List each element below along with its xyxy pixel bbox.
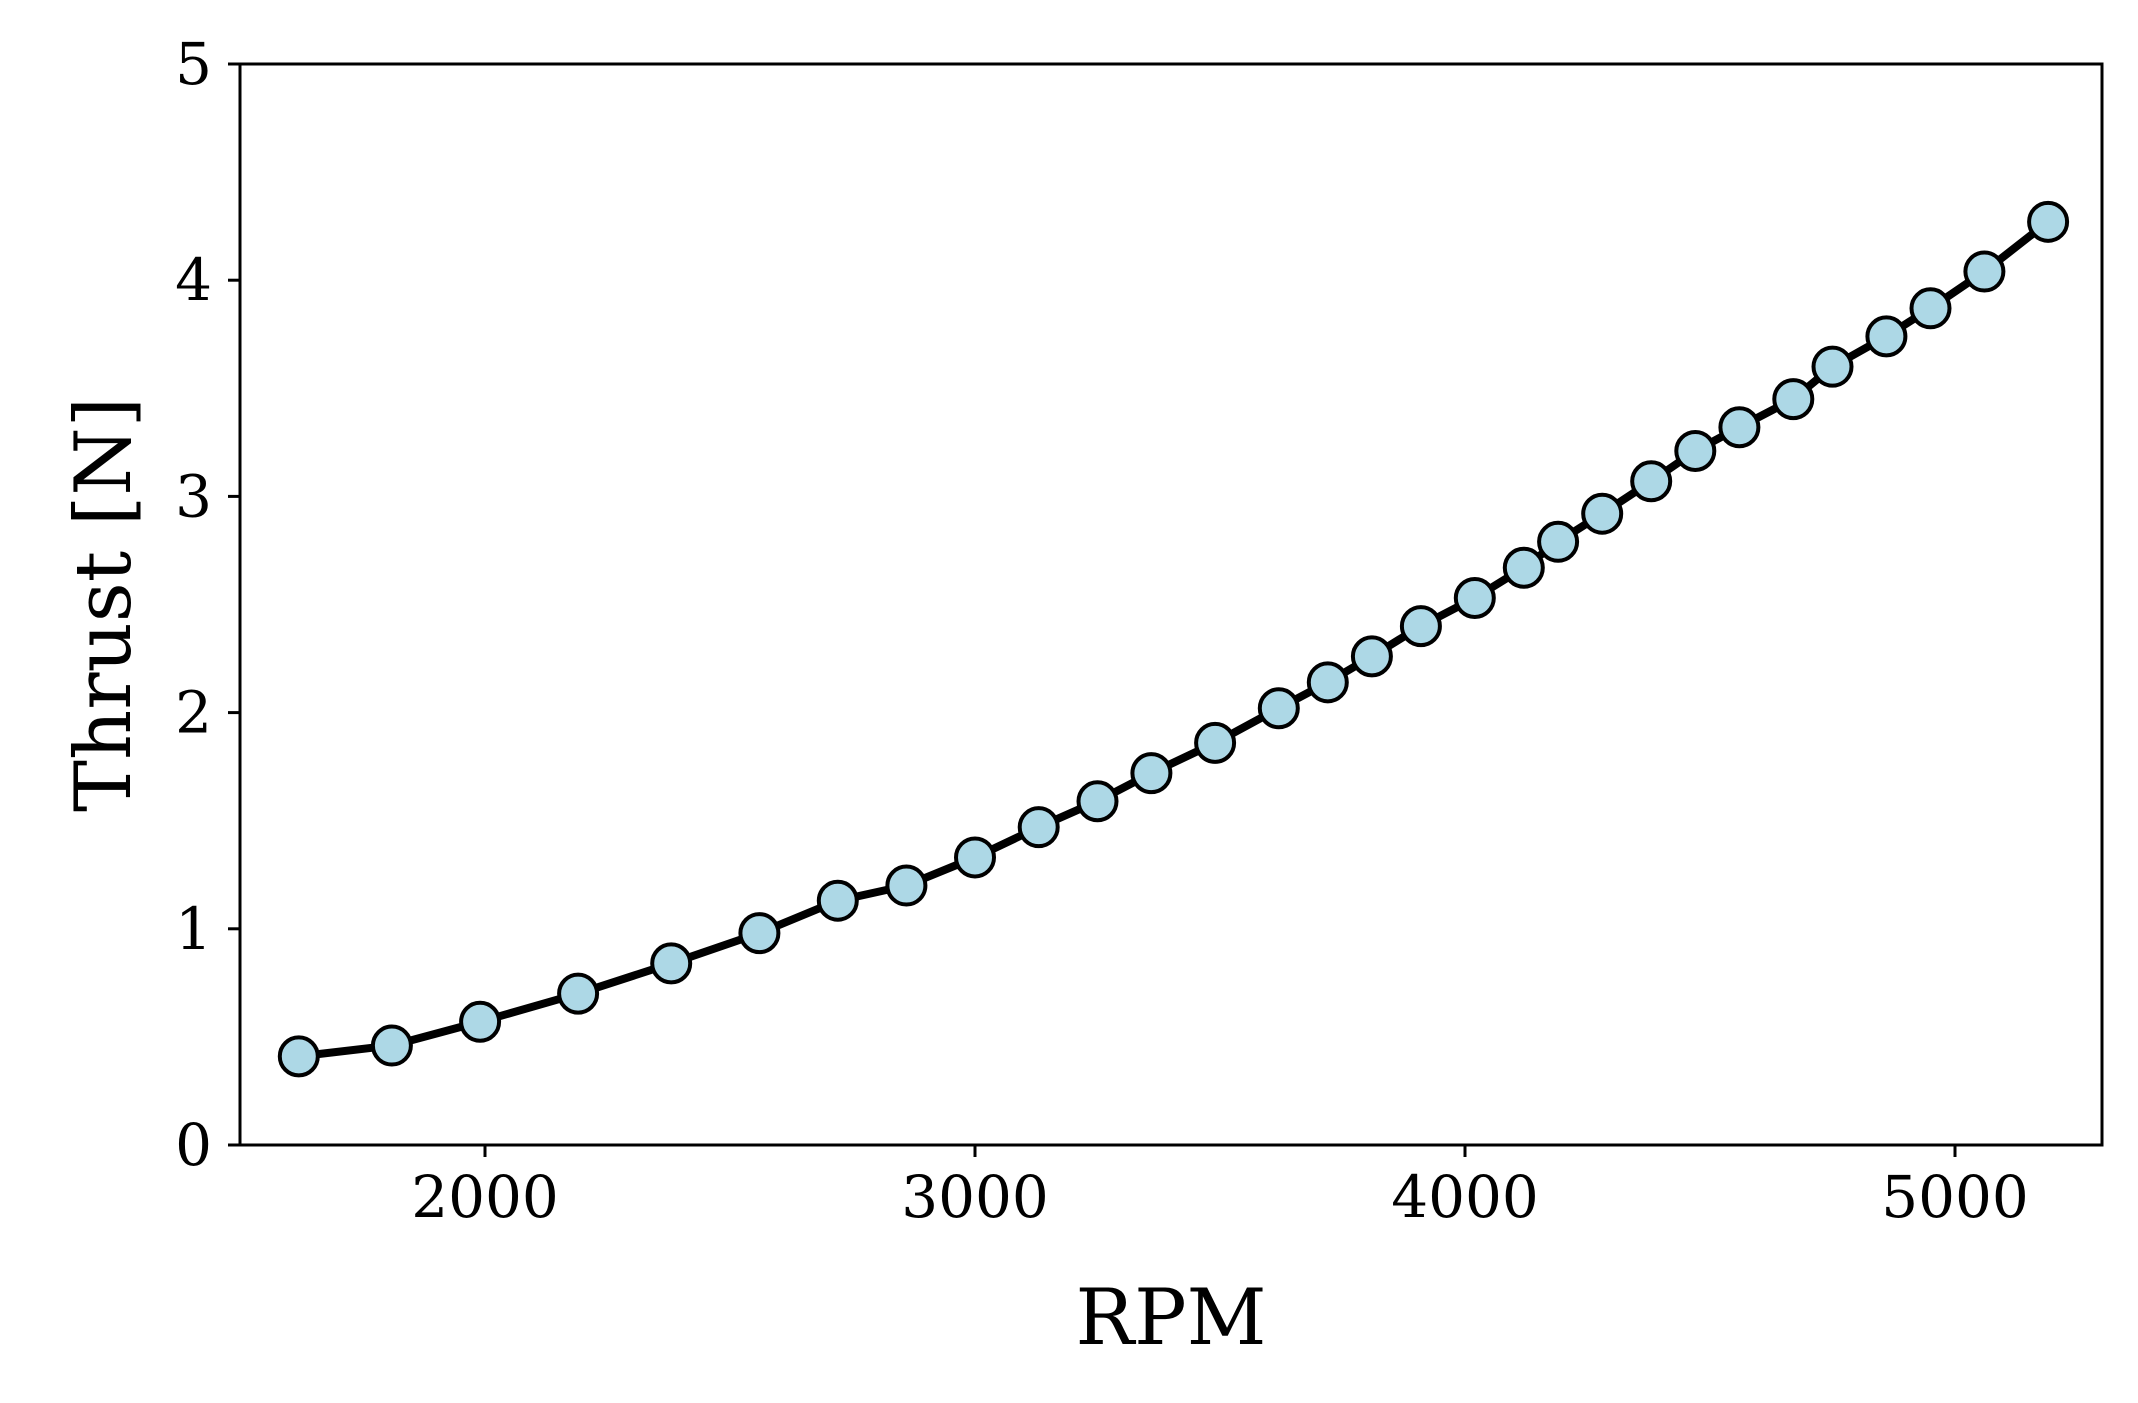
data-point bbox=[738, 912, 781, 955]
data-point bbox=[1674, 429, 1717, 472]
data-point bbox=[1399, 605, 1442, 648]
data-point bbox=[954, 836, 996, 879]
data-point bbox=[1811, 345, 1854, 388]
data-point bbox=[1306, 661, 1349, 704]
data-point bbox=[885, 864, 928, 907]
data-point bbox=[1130, 752, 1173, 795]
data-point bbox=[1076, 780, 1119, 823]
y-tick-label: 0 bbox=[175, 1111, 212, 1179]
data-point bbox=[1772, 378, 1815, 421]
data-point bbox=[277, 1035, 320, 1078]
y-tick-label: 1 bbox=[175, 895, 212, 963]
x-tick-label: 3000 bbox=[901, 1163, 1049, 1231]
series-layer bbox=[277, 200, 2070, 1078]
x-tick-label: 5000 bbox=[1881, 1163, 2029, 1231]
data-point bbox=[1453, 577, 1496, 620]
x-axis-title: RPM bbox=[1075, 1273, 1266, 1363]
data-point bbox=[1963, 250, 2006, 293]
data-point bbox=[650, 942, 693, 985]
y-tick-label: 4 bbox=[175, 246, 212, 314]
data-point bbox=[557, 972, 600, 1015]
data-point bbox=[1718, 406, 1761, 449]
data-point bbox=[1017, 806, 1060, 849]
data-point bbox=[370, 1024, 413, 1067]
data-point bbox=[2027, 200, 2070, 243]
y-tick-label: 3 bbox=[175, 462, 212, 530]
data-point bbox=[1630, 460, 1673, 503]
data-point bbox=[1909, 287, 1952, 330]
series-line bbox=[294, 217, 2053, 1061]
data-point bbox=[1350, 635, 1393, 678]
data-point bbox=[1502, 546, 1545, 589]
x-tick-label: 2000 bbox=[411, 1163, 559, 1231]
data-point bbox=[1194, 721, 1237, 764]
data-point bbox=[459, 1000, 502, 1043]
data-point bbox=[816, 879, 859, 922]
y-tick-label: 5 bbox=[175, 30, 212, 98]
y-axis-title: Thrust [N] bbox=[59, 397, 149, 812]
data-point bbox=[1581, 492, 1624, 535]
tick-layer: 2000 3000 4000 5000 0 1 2 3 4 5 bbox=[175, 30, 2029, 1231]
x-tick-label: 4000 bbox=[1391, 1163, 1539, 1231]
y-tick-label: 2 bbox=[175, 679, 212, 747]
data-point bbox=[1865, 315, 1908, 358]
data-point bbox=[1257, 687, 1300, 730]
plot-frame bbox=[238, 62, 2104, 1147]
data-point bbox=[1537, 520, 1580, 563]
